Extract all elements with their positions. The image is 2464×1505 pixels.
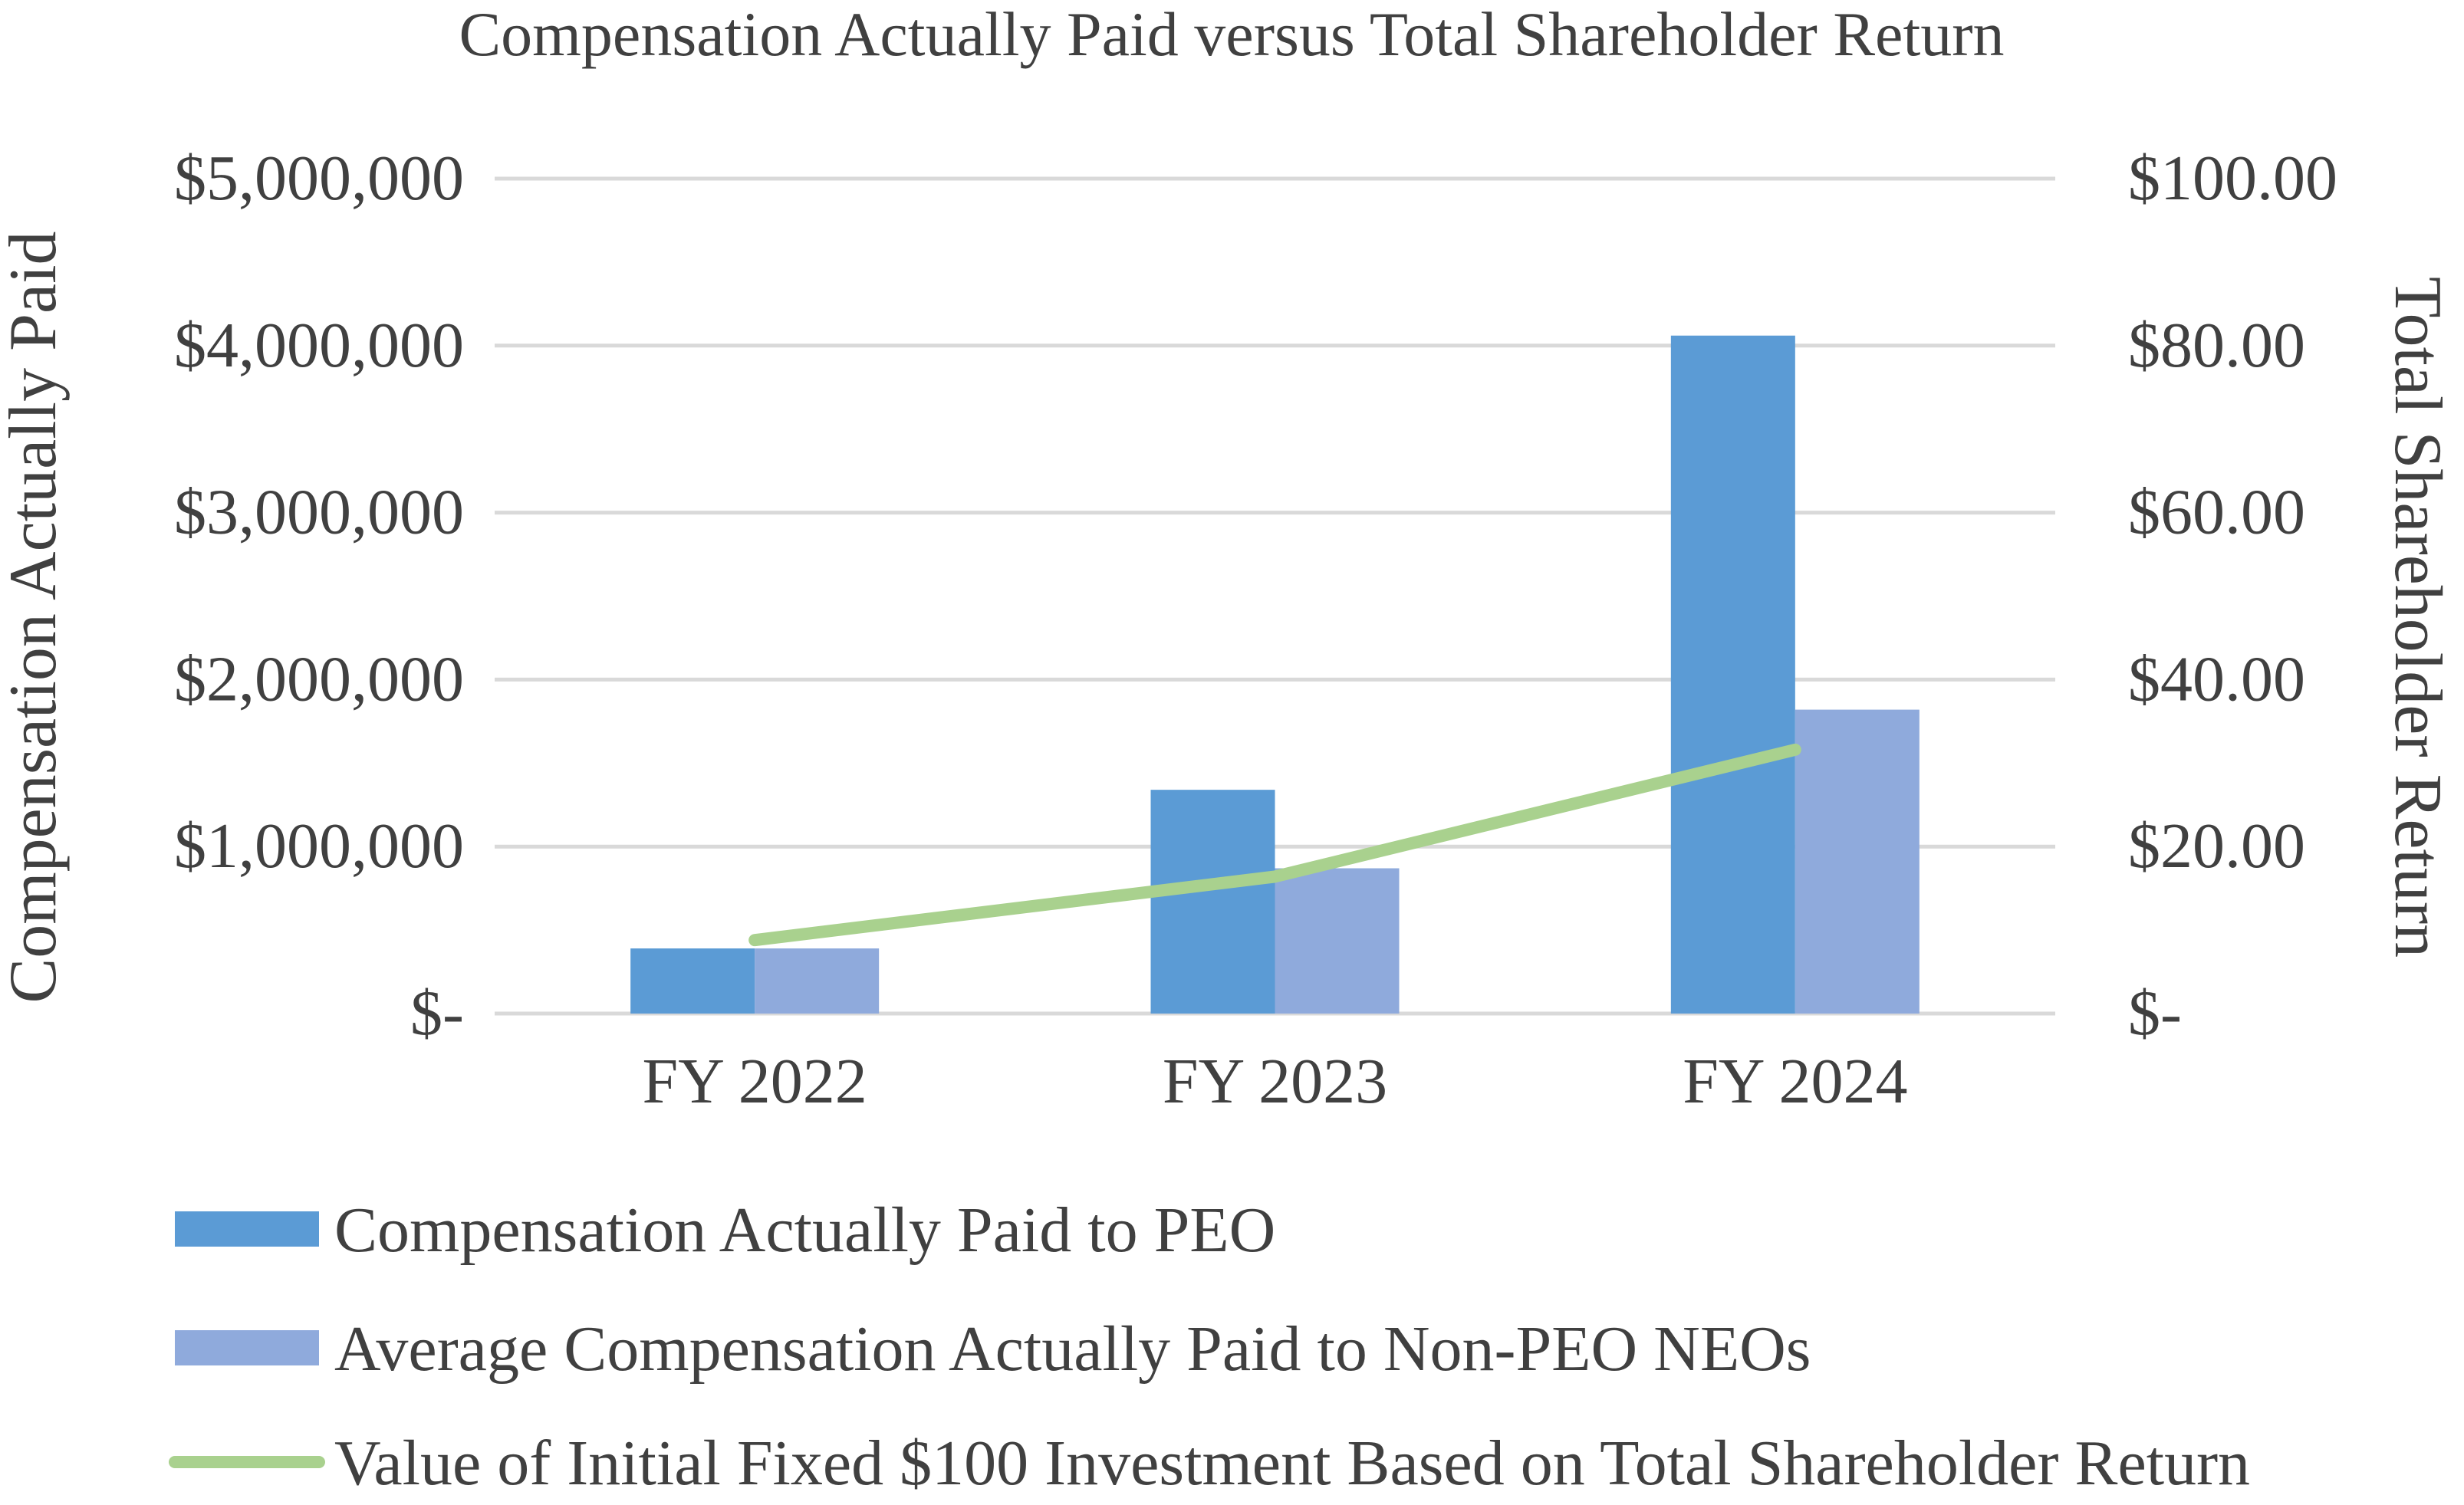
right-axis-tick-labels: $- $20.00 $40.00 $60.00 $80.00 $100.00: [2128, 143, 2337, 1049]
tsr-line-point: [754, 939, 756, 941]
chart-title: Compensation Actually Paid versus Total …: [459, 0, 2004, 69]
bar-series-1-fy-2024: [1670, 335, 1795, 1014]
left-axis-tick-label: $5,000,000: [174, 143, 464, 214]
x-axis-tick-label: FY 2023: [1163, 1046, 1387, 1117]
bars: [630, 335, 1920, 1014]
left-axis-tick-labels: $- $1,000,000 $2,000,000 $3,000,000 $4,000,0…: [174, 143, 464, 1049]
bar-series-2-fy-2022: [755, 948, 880, 1014]
right-axis-tick-label: $-: [2128, 978, 2182, 1049]
left-axis-tick-label: $1,000,000: [174, 810, 464, 882]
bar-series-1-fy-2023: [1150, 790, 1275, 1014]
legend-swatch-series-1: [175, 1211, 319, 1247]
tsr-line-point: [1794, 748, 1796, 751]
left-axis-label: Compensation Actually Paid: [0, 231, 71, 1003]
bar-series-1-fy-2022: [630, 948, 755, 1014]
bar-series-2-fy-2024: [1795, 709, 1920, 1014]
legend-label-series-2: Average Compensation Actually Paid to No…: [334, 1313, 1811, 1385]
right-axis-tick-label: $60.00: [2128, 477, 2305, 548]
tsr-line-layer: [748, 743, 1801, 947]
left-axis-tick-label: $2,000,000: [174, 643, 464, 715]
legend-label-series-1: Compensation Actually Paid to PEO: [334, 1194, 1275, 1266]
left-axis-tick-label: $-: [410, 978, 464, 1049]
legend: Compensation Actually Paid to PEO Average…: [169, 1194, 2250, 1499]
x-axis-tick-label: FY 2024: [1683, 1046, 1907, 1117]
right-axis-tick-label: $80.00: [2128, 310, 2305, 381]
x-axis-tick-label: FY 2022: [643, 1046, 867, 1117]
legend-label-series-3: Value of Initial Fixed $100 Investment B…: [334, 1428, 2250, 1499]
right-axis-label: Total Shareholder Return: [2380, 277, 2455, 958]
left-axis-tick-label: $3,000,000: [174, 477, 464, 548]
bar-series-2-fy-2023: [1275, 868, 1400, 1014]
x-axis-tick-labels: FY 2022 FY 2023 FY 2024: [643, 1046, 1908, 1117]
right-axis-tick-label: $40.00: [2128, 643, 2305, 715]
right-axis-tick-label: $20.00: [2128, 810, 2305, 882]
legend-swatch-series-2: [175, 1330, 319, 1365]
right-axis-tick-label: $100.00: [2128, 143, 2337, 214]
left-axis-tick-label: $4,000,000: [174, 310, 464, 381]
tsr-line-point: [1274, 876, 1276, 878]
